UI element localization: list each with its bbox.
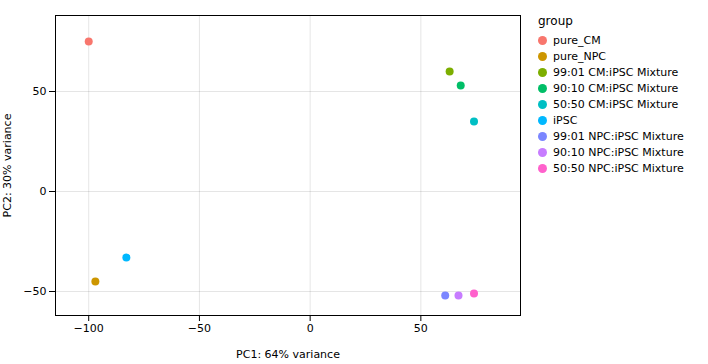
svg-text:0: 0 bbox=[40, 185, 47, 198]
html-text:group: group bbox=[538, 14, 573, 28]
html-text:iPSC: iPSC bbox=[553, 114, 578, 127]
html-text:50:50 CM:iPSC Mixture: 50:50 CM:iPSC Mixture bbox=[553, 98, 679, 111]
svg-text:50: 50 bbox=[33, 85, 47, 98]
svg-text:0: 0 bbox=[307, 322, 314, 335]
svg-text:50: 50 bbox=[414, 322, 428, 335]
html-text:90:10 CM:iPSC Mixture: 90:10 CM:iPSC Mixture bbox=[553, 82, 679, 95]
html-text:99:01 NPC:iPSC Mixture: 99:01 NPC:iPSC Mixture bbox=[553, 130, 684, 143]
html-text:99:01 CM:iPSC Mixture: 99:01 CM:iPSC Mixture bbox=[553, 66, 679, 79]
html-text:50:50 NPC:iPSC Mixture: 50:50 NPC:iPSC Mixture bbox=[553, 162, 684, 175]
html-text:pure_NPC: pure_NPC bbox=[553, 50, 606, 63]
svg-text:−100: −100 bbox=[74, 322, 104, 335]
svg-text:−50: −50 bbox=[23, 285, 46, 298]
svg-text:PC2: 30% variance: PC2: 30% variance bbox=[1, 113, 14, 217]
svg-text:PC1: 64% variance: PC1: 64% variance bbox=[236, 348, 340, 361]
html-text:90:10 NPC:iPSC Mixture: 90:10 NPC:iPSC Mixture bbox=[553, 146, 684, 159]
html-text:pure_CM: pure_CM bbox=[553, 34, 601, 47]
svg-text:−50: −50 bbox=[188, 322, 211, 335]
